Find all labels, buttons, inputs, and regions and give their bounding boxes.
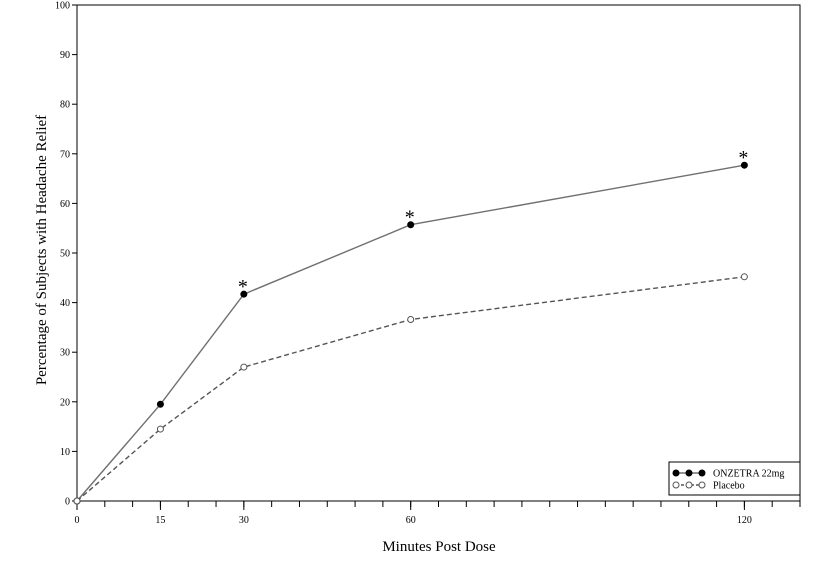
data-point <box>740 161 748 169</box>
y-tick-label: 70 <box>60 149 70 160</box>
series-line <box>76 276 745 502</box>
x-axis: 0 15 30 60 120 <box>75 501 801 526</box>
y-tick-label: 100 <box>55 1 70 12</box>
plot-area <box>76 4 801 502</box>
y-axis: 0 10 20 30 40 50 60 70 80 90 100 <box>55 1 77 508</box>
data-point <box>740 273 748 281</box>
data-point <box>73 497 81 505</box>
data-point <box>240 290 248 298</box>
significance-asterisk: * <box>405 207 415 229</box>
legend-marker <box>672 469 680 477</box>
data-point <box>407 315 415 323</box>
x-tick-label: 0 <box>75 515 80 526</box>
legend-label: Placebo <box>713 481 745 492</box>
significance-asterisk: * <box>238 276 248 298</box>
data-point <box>240 363 248 371</box>
legend-box <box>668 461 801 496</box>
legend-marker <box>685 469 693 477</box>
data-point <box>156 425 164 433</box>
y-tick-label: 30 <box>60 348 70 359</box>
y-axis-title: Percentage of Subjects with Headache Rel… <box>34 115 50 385</box>
y-tick-label: 90 <box>60 50 70 61</box>
legend-marker <box>685 481 693 489</box>
y-tick-label: 50 <box>60 249 70 260</box>
x-axis-title: Minutes Post Dose <box>382 539 496 555</box>
data-point <box>407 221 415 229</box>
significance-markers: * * * <box>238 147 749 298</box>
legend-marker <box>698 469 706 477</box>
legend-item: Placebo <box>672 481 745 492</box>
y-tick-label: 60 <box>60 199 70 210</box>
series-placebo <box>73 273 748 505</box>
x-tick-label: 120 <box>737 515 752 526</box>
y-tick-label: 80 <box>60 100 70 111</box>
plot-border <box>76 4 801 502</box>
legend-marker <box>672 481 680 489</box>
y-tick-label: 10 <box>60 447 70 458</box>
x-tick-label: 30 <box>239 515 249 526</box>
y-tick-label: 20 <box>60 397 70 408</box>
x-tick-label: 60 <box>406 515 416 526</box>
y-tick-label: 0 <box>65 497 70 508</box>
legend-item: ONZETRA 22mg <box>672 469 784 480</box>
series-layer <box>73 161 748 505</box>
legend-marker <box>698 481 706 489</box>
data-point <box>156 400 164 408</box>
significance-asterisk: * <box>738 147 748 169</box>
x-tick-label: 15 <box>155 515 165 526</box>
y-tick-label: 40 <box>60 298 70 309</box>
legend-label: ONZETRA 22mg <box>713 469 784 480</box>
